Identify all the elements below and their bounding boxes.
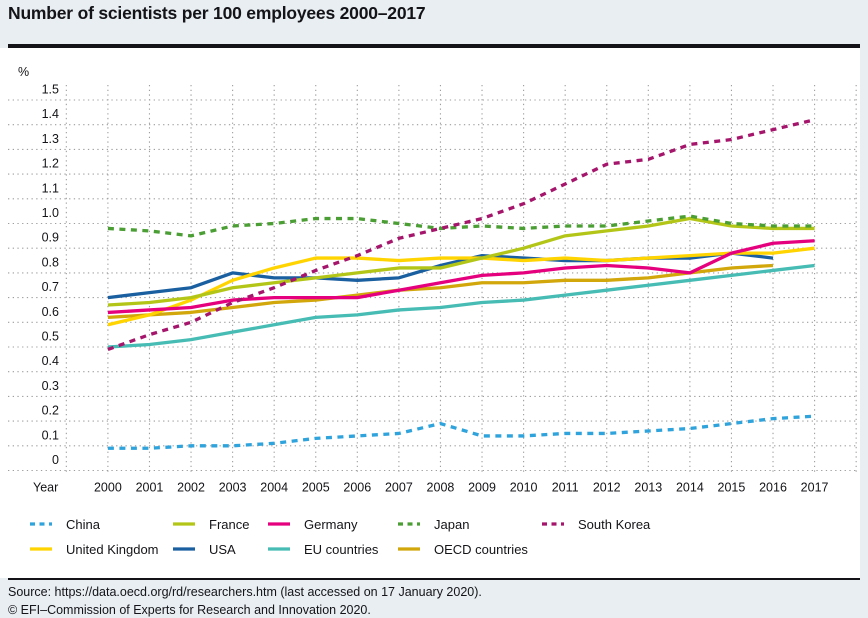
x-tick-label: 2016 [759, 481, 787, 495]
x-tick-label: 2001 [136, 481, 164, 495]
x-tick-label: 2004 [260, 481, 288, 495]
line-germany [107, 239, 815, 315]
y-tick-label: 0 [52, 453, 59, 467]
x-tick-label: 2000 [94, 481, 122, 495]
copyright-line: © EFI–Commission of Experts for Research… [8, 603, 371, 617]
x-tick-label: 2007 [385, 481, 413, 495]
y-tick-label: 1.5 [42, 83, 59, 97]
legend-swatch-oecd-countries [398, 547, 420, 551]
x-tick-label: 2011 [552, 481, 579, 495]
line-china [107, 414, 815, 450]
x-tick-label: 2017 [801, 481, 829, 495]
x-tick-label: 2005 [302, 481, 330, 495]
x-tick-label: 2008 [427, 481, 455, 495]
legend-swatch-eu-countries [268, 547, 290, 551]
y-tick-label: 0.1 [42, 428, 59, 442]
y-tick-label: 0.7 [42, 280, 59, 294]
legend-swatch-germany [268, 522, 290, 526]
page-title: Number of scientists per 100 employees 2… [8, 3, 426, 23]
y-tick-label: 0.9 [42, 231, 59, 245]
legend-item-south-korea: South Korea [542, 514, 650, 534]
legend-label-china: China [66, 516, 100, 532]
y-tick-label: 0.8 [42, 255, 59, 269]
y-tick-label: 1.1 [42, 181, 59, 195]
legend-item-germany: Germany [268, 514, 357, 534]
x-tick-label: 2015 [718, 481, 746, 495]
legend-label-japan: Japan [434, 516, 470, 532]
legend-swatch-usa [173, 547, 195, 551]
legend-swatch-united-kingdom [30, 547, 52, 551]
legend-label-germany: Germany [304, 516, 358, 532]
x-tick-label: 2013 [634, 481, 662, 495]
legend-item-china: China [30, 514, 100, 534]
y-tick-label: 0.6 [42, 305, 59, 319]
x-tick-label: 2003 [219, 481, 247, 495]
y-tick-label: 1.0 [42, 206, 59, 220]
y-tick-label: 0.2 [42, 404, 59, 418]
line-japan [107, 214, 815, 238]
x-tick-label: 2010 [510, 481, 538, 495]
y-tick-label: 0.5 [42, 330, 59, 344]
legend-swatch-south-korea [542, 522, 564, 526]
y-tick-label: 1.2 [42, 157, 59, 171]
y-axis-unit-label: % [18, 65, 29, 79]
legend-label-oecd-countries: OECD countries [434, 541, 528, 557]
source-line: Source: https://data.oecd.org/rd/researc… [8, 585, 482, 599]
x-axis-label: Year [33, 481, 58, 495]
x-tick-label: 2002 [177, 481, 205, 495]
legend-item-oecd-countries: OECD countries [398, 539, 528, 559]
legend-item-eu-countries: EU countries [268, 539, 378, 559]
line-eu-countries [107, 263, 815, 349]
legend-item-united-kingdom: United Kingdom [30, 539, 159, 559]
legend-swatch-japan [398, 522, 420, 526]
title-rule [8, 44, 860, 48]
line-united-kingdom [107, 246, 815, 327]
chart-panel [0, 48, 860, 578]
y-tick-label: 1.4 [42, 107, 59, 121]
legend-swatch-france [173, 522, 195, 526]
line-south-korea [107, 118, 815, 352]
line-france [107, 216, 815, 307]
x-tick-label: 2006 [343, 481, 371, 495]
legend-item-japan: Japan [398, 514, 469, 534]
legend-label-eu-countries: EU countries [304, 541, 379, 557]
legend-label-south-korea: South Korea [578, 516, 651, 532]
legend-item-usa: USA [173, 539, 236, 559]
legend-swatch-china [30, 522, 52, 526]
legend-label-france: France [209, 516, 250, 532]
x-tick-label: 2009 [468, 481, 496, 495]
y-tick-label: 0.3 [42, 379, 59, 393]
footer-rule [8, 578, 860, 580]
x-tick-label: 2012 [593, 481, 621, 495]
legend-label-usa: USA [209, 541, 236, 557]
y-tick-label: 0.4 [42, 354, 59, 368]
x-tick-label: 2014 [676, 481, 704, 495]
legend-item-france: France [173, 514, 249, 534]
legend-label-united-kingdom: United Kingdom [66, 541, 159, 557]
y-tick-label: 1.3 [42, 132, 59, 146]
chart-svg: 0 0.1 0.2 0.3 0.4 0.5 0.6 0.7 0.8 0.9 1.0 1.1 1.2 1.3… [8, 65, 857, 495]
